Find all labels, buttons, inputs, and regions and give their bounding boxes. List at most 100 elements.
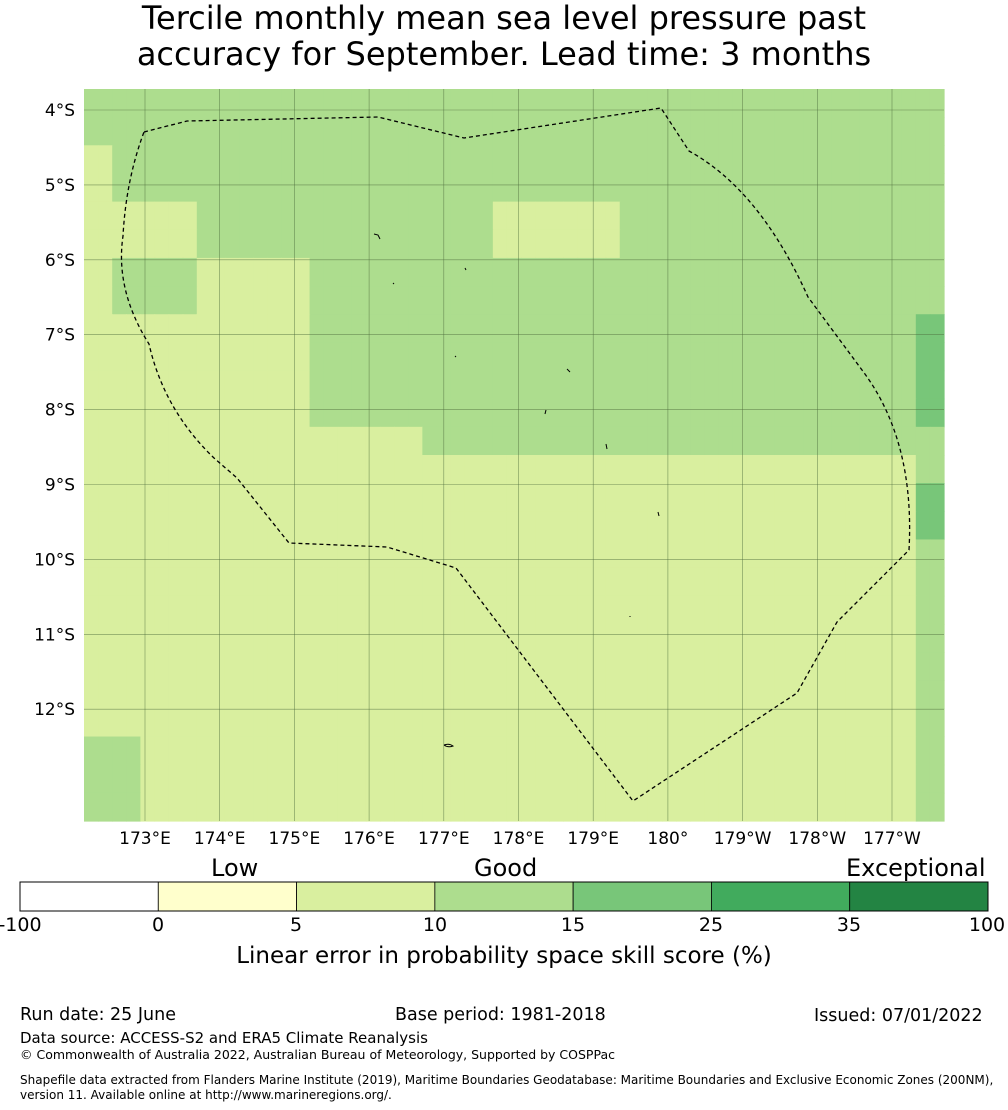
skill-cell	[803, 257, 818, 287]
skill-cell	[859, 370, 875, 400]
skill-cell	[196, 455, 212, 484]
skill-cell	[492, 455, 508, 484]
skill-cell	[351, 257, 367, 287]
skill-cell	[563, 680, 579, 709]
skill-cell	[803, 89, 818, 118]
colorbar-tick: 0	[151, 914, 165, 936]
skill-cell	[915, 792, 931, 822]
skill-cell	[464, 511, 480, 541]
skill-cell	[84, 398, 99, 428]
skill-cell	[803, 483, 818, 512]
skill-cell	[619, 257, 635, 287]
skill-cell	[168, 680, 184, 709]
skill-cell	[831, 173, 846, 203]
skill-cell	[309, 342, 325, 372]
skill-cell	[295, 257, 311, 287]
skill-cell	[929, 145, 945, 175]
skill-cell	[690, 567, 705, 597]
skill-cell	[464, 567, 480, 597]
skill-cell	[506, 708, 522, 738]
skill-cell	[309, 764, 325, 794]
skill-cell	[633, 257, 649, 287]
skill-cell	[464, 145, 480, 175]
skill-cell	[929, 173, 945, 203]
skill-cell	[647, 426, 663, 456]
skill-cell	[633, 398, 649, 428]
skill-cell	[591, 342, 607, 372]
skill-cell	[845, 426, 861, 456]
skill-cell	[239, 286, 254, 315]
skill-cell	[422, 89, 438, 118]
island-outline	[464, 267, 467, 271]
shapefile-credit-line-1: Shapefile data extracted from Flanders M…	[20, 1073, 994, 1087]
skill-cell	[408, 595, 423, 625]
skill-cell	[337, 257, 353, 287]
skill-cell	[126, 229, 141, 259]
category-good-label: Good	[474, 854, 538, 882]
skill-cell	[210, 201, 226, 231]
skill-cell	[887, 314, 903, 343]
skill-cell	[154, 426, 170, 456]
skill-cell	[774, 314, 790, 343]
skill-cell	[323, 286, 339, 315]
skill-cell	[845, 764, 861, 794]
skill-cell	[591, 764, 607, 794]
skill-cell	[662, 736, 677, 766]
skill-cell	[746, 511, 762, 541]
skill-cell	[901, 286, 917, 315]
skill-cell	[337, 314, 353, 343]
skill-cell	[817, 736, 832, 766]
skill-cell	[662, 342, 677, 372]
skill-cell	[704, 680, 720, 709]
skill-cell	[718, 623, 734, 653]
skill-cell	[84, 117, 99, 146]
skill-cell	[831, 342, 846, 372]
skill-cell	[690, 736, 705, 766]
colorbar-segment	[572, 881, 712, 912]
skill-cell	[478, 708, 494, 738]
issued-date: Issued: 07/01/2022	[814, 1006, 983, 1026]
skill-cell	[521, 483, 536, 512]
skill-cell	[337, 539, 353, 569]
skill-cell	[859, 426, 875, 456]
skill-cell	[506, 539, 522, 569]
skill-cell	[521, 314, 536, 343]
skill-cell	[704, 455, 720, 484]
skill-cell	[746, 426, 762, 456]
skill-cell	[901, 89, 917, 118]
skill-cell	[98, 567, 113, 597]
skill-cell	[845, 736, 861, 766]
skill-cell	[365, 567, 381, 597]
skill-cell	[323, 117, 339, 146]
skill-cell	[478, 286, 494, 315]
skill-cell	[563, 398, 579, 428]
skill-cell	[591, 370, 607, 400]
skill-cell	[901, 567, 917, 597]
skill-cell	[281, 398, 297, 428]
skill-cell	[492, 764, 508, 794]
skill-cell	[210, 117, 226, 146]
skill-cell	[901, 483, 917, 512]
skill-cell	[873, 483, 889, 512]
skill-cell	[521, 89, 536, 118]
skill-cell	[676, 764, 691, 794]
skill-cell	[633, 117, 649, 146]
skill-cell	[351, 173, 367, 203]
skill-cell	[422, 286, 438, 315]
skill-cell	[239, 314, 254, 343]
skill-cell	[577, 342, 593, 372]
skill-cell	[915, 145, 931, 175]
skill-cell	[915, 623, 931, 653]
skill-cell	[901, 455, 917, 484]
skill-cell	[239, 398, 254, 428]
skill-cell	[492, 286, 508, 315]
skill-cell	[84, 736, 99, 766]
skill-cell	[633, 173, 649, 203]
skill-cell	[549, 286, 564, 315]
skill-cell	[521, 398, 536, 428]
skill-cell	[760, 201, 776, 231]
skill-cell	[704, 736, 720, 766]
skill-cell	[732, 229, 748, 259]
skill-cell	[647, 370, 663, 400]
skill-cell	[295, 483, 311, 512]
